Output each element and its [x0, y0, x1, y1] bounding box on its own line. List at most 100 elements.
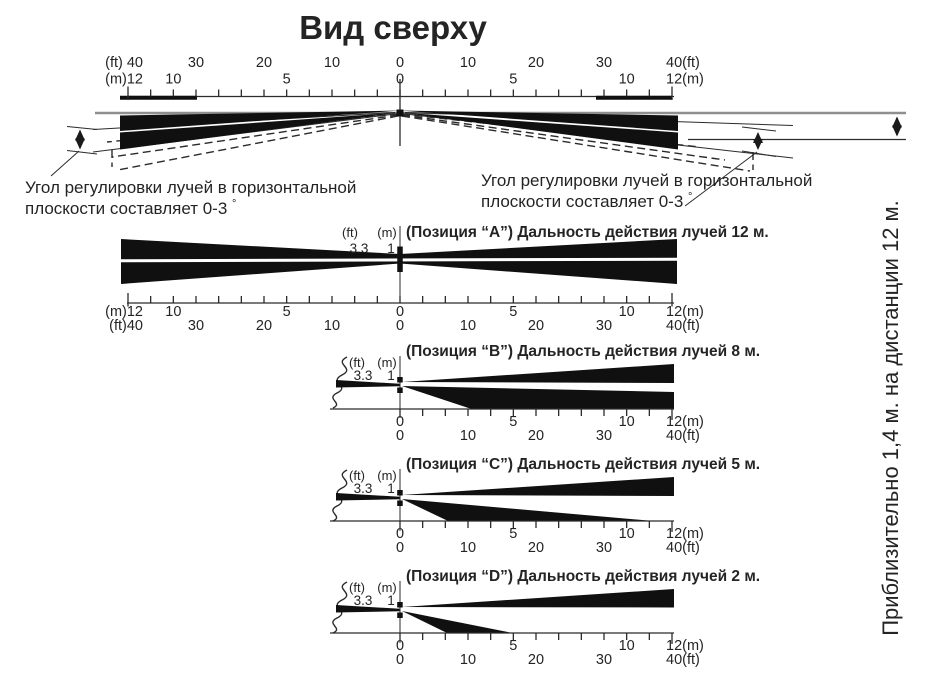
- sensor-marker: [397, 490, 403, 496]
- sensor-marker: [397, 500, 403, 506]
- scale-label: 30: [596, 652, 612, 668]
- ft-unit-label: (ft): [349, 580, 365, 595]
- position-b-diagram: (ft) (m) 3.3 1 (Позиция “B”) Дальность д…: [330, 343, 760, 444]
- scale-label: 5: [283, 72, 291, 88]
- angle-note-left: Угол регулировки лучей в горизонтальной …: [25, 178, 361, 218]
- m-unit-label: (m): [377, 225, 397, 240]
- m-width-value: 1: [387, 368, 395, 383]
- angle-note-right: Угол регулировки лучей в горизонтальной …: [481, 171, 817, 211]
- angle-tick: [66, 126, 98, 130]
- incoming-beam: [336, 380, 400, 388]
- scale-label: 0: [396, 540, 404, 556]
- lower-beam: [402, 611, 510, 633]
- m-unit-label: (m): [377, 355, 397, 370]
- leader-line: [50, 150, 80, 177]
- scale-label: 30: [188, 55, 204, 71]
- scale-label: (m)12: [105, 72, 143, 88]
- lower-beam: [402, 499, 648, 521]
- scale-label: 30: [188, 318, 204, 334]
- scale-label: 0: [396, 526, 404, 542]
- position-a-heading: (Позиция “A”) Дальность действия лучей 1…: [406, 224, 769, 241]
- scale-label: 10: [460, 55, 476, 71]
- position-c-scale: 0 5 10 12(m) 0 10 20 30 40(ft): [330, 520, 704, 556]
- scale-label: 30: [596, 428, 612, 444]
- leader-line: [684, 151, 758, 207]
- scale-label: (m)12: [105, 304, 143, 320]
- scale-label: 20: [256, 55, 272, 71]
- scale-label: 10: [324, 318, 340, 334]
- scale-label: 40(ft): [666, 55, 700, 71]
- incoming-beam: [336, 493, 400, 501]
- scale-label: 0: [396, 414, 404, 430]
- scale-label: 10: [460, 428, 476, 444]
- scale-label: 20: [528, 652, 544, 668]
- m-width-value: 1: [387, 593, 395, 608]
- scale-label: 40(ft): [666, 318, 700, 334]
- scale-label: 10: [619, 304, 635, 320]
- scale-label: 12(m): [666, 414, 704, 430]
- ft-width-value: 3.3: [354, 481, 373, 496]
- upper-beam: [402, 364, 674, 383]
- m-width-value: 1: [387, 481, 395, 496]
- incoming-beam: [336, 605, 400, 613]
- scale-label: 5: [509, 414, 517, 430]
- scale-label: 10: [619, 72, 635, 88]
- left-beam-upper: [120, 110, 400, 131]
- sensor-marker: [397, 602, 403, 608]
- upper-beam: [402, 589, 674, 608]
- scale-label: 40(ft): [666, 540, 700, 556]
- m-width-value: 1: [387, 241, 395, 256]
- adjust-range-dashed: [111, 114, 399, 158]
- scale-label: 0: [396, 304, 404, 320]
- scale-label: 20: [528, 428, 544, 444]
- scale-label: 10: [460, 652, 476, 668]
- scale-label: 10: [619, 414, 635, 430]
- position-b-scale: 0 5 10 12(m) 0 10 20 30 40(ft): [330, 408, 704, 444]
- upper-beam: [402, 477, 674, 496]
- scale-label: 10: [619, 638, 635, 654]
- position-d-heading: (Позиция “D”) Дальность действия лучей 2…: [406, 568, 760, 585]
- top-view-diagram: (ft) 40 30 20 10 0 10 20 30 40(ft)(m)12 10 5 0 5 10 12…: [25, 55, 906, 218]
- scale-label: 10: [619, 526, 635, 542]
- angle-tick: [66, 150, 98, 155]
- scale-label: 30: [596, 318, 612, 334]
- ft-unit-label: (ft): [342, 225, 358, 240]
- position-a-diagram: (ft) (m) 3.3 1 (Позиция “A”) Дальность д…: [105, 224, 769, 334]
- scale-label: 20: [528, 55, 544, 71]
- right-beam-tilted: [400, 112, 678, 150]
- sensor-marker: [397, 387, 403, 393]
- scale-label: 30: [596, 540, 612, 556]
- angle-tick: [741, 126, 777, 132]
- top-ruler: (ft) 40 30 20 10 0 10 20 30 40(ft)(m)12 10 5 0 5 10 12…: [105, 55, 704, 100]
- m-unit-label: (m): [377, 468, 397, 483]
- scale-label: 10: [165, 72, 181, 88]
- position-c-heading: (Позиция “C”) Дальность действия лучей 5…: [406, 456, 760, 473]
- scale-label: 10: [324, 55, 340, 71]
- scale-label: 5: [509, 304, 517, 320]
- adjust-range-dashed: [117, 115, 399, 171]
- position-c-diagram: (ft) (m) 3.3 1 (Позиция “C”) Дальность д…: [330, 456, 760, 556]
- scale-label: 10: [460, 318, 476, 334]
- angle-tick: [741, 150, 777, 157]
- scale-label: 5: [283, 304, 291, 320]
- scale-label: (ft)40: [109, 318, 143, 334]
- right-beam-upper: [400, 110, 678, 131]
- scale-label: 40(ft): [666, 652, 700, 668]
- left-beam-tilted: [120, 112, 400, 150]
- scale-label: (ft) 40: [105, 55, 143, 71]
- sensor-marker: [397, 612, 403, 618]
- position-d-scale: 0 5 10 12(m) 0 10 20 30 40(ft): [330, 632, 704, 668]
- scale-label: 12(m): [666, 526, 704, 542]
- ft-width-value: 3.3: [350, 241, 369, 256]
- scale-label: 10: [460, 540, 476, 556]
- scale-label: 0: [396, 638, 404, 654]
- scale-label: 5: [509, 72, 517, 88]
- lower-beam: [402, 386, 674, 409]
- scale-label: 0: [396, 652, 404, 668]
- scale-label: 5: [509, 638, 517, 654]
- scale-label: 12(m): [666, 72, 704, 88]
- scale-label: 12(m): [666, 638, 704, 654]
- adjust-range-dashed: [401, 115, 751, 172]
- scale-label: 5: [509, 526, 517, 542]
